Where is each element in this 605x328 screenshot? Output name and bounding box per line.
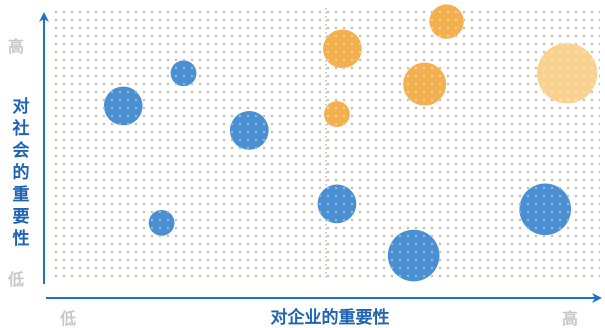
bubble-layer <box>103 4 598 282</box>
y-axis-title: 对社会的重要性 <box>12 96 30 249</box>
x-axis-arrowhead <box>592 293 602 303</box>
bubble-dot-overlay-12 <box>537 43 598 104</box>
bubble-dot-overlay-6 <box>387 229 440 282</box>
y-tick-high: 高 <box>8 37 24 56</box>
x-tick-high: 高 <box>562 309 578 328</box>
bubble-dot-overlay-1 <box>103 86 143 126</box>
bubble-dot-overlay-11 <box>429 4 464 39</box>
bubble-dot-overlay-7 <box>519 183 571 236</box>
x-axis-title: 对企业的重要性 <box>271 307 390 328</box>
y-axis-arrowhead <box>39 12 49 22</box>
bubble-dot-overlay-2 <box>170 60 197 87</box>
bubble-dot-overlay-10 <box>403 62 447 106</box>
bubble-dot-overlay-9 <box>324 101 350 127</box>
y-tick-low: 低 <box>7 270 24 289</box>
bubble-dot-overlay-4 <box>148 209 175 236</box>
x-tick-low: 低 <box>59 309 76 328</box>
bubble-dot-overlay-3 <box>229 111 269 150</box>
bubble-dot-overlay-5 <box>317 184 357 224</box>
bubble-dot-overlay-8 <box>323 29 362 69</box>
